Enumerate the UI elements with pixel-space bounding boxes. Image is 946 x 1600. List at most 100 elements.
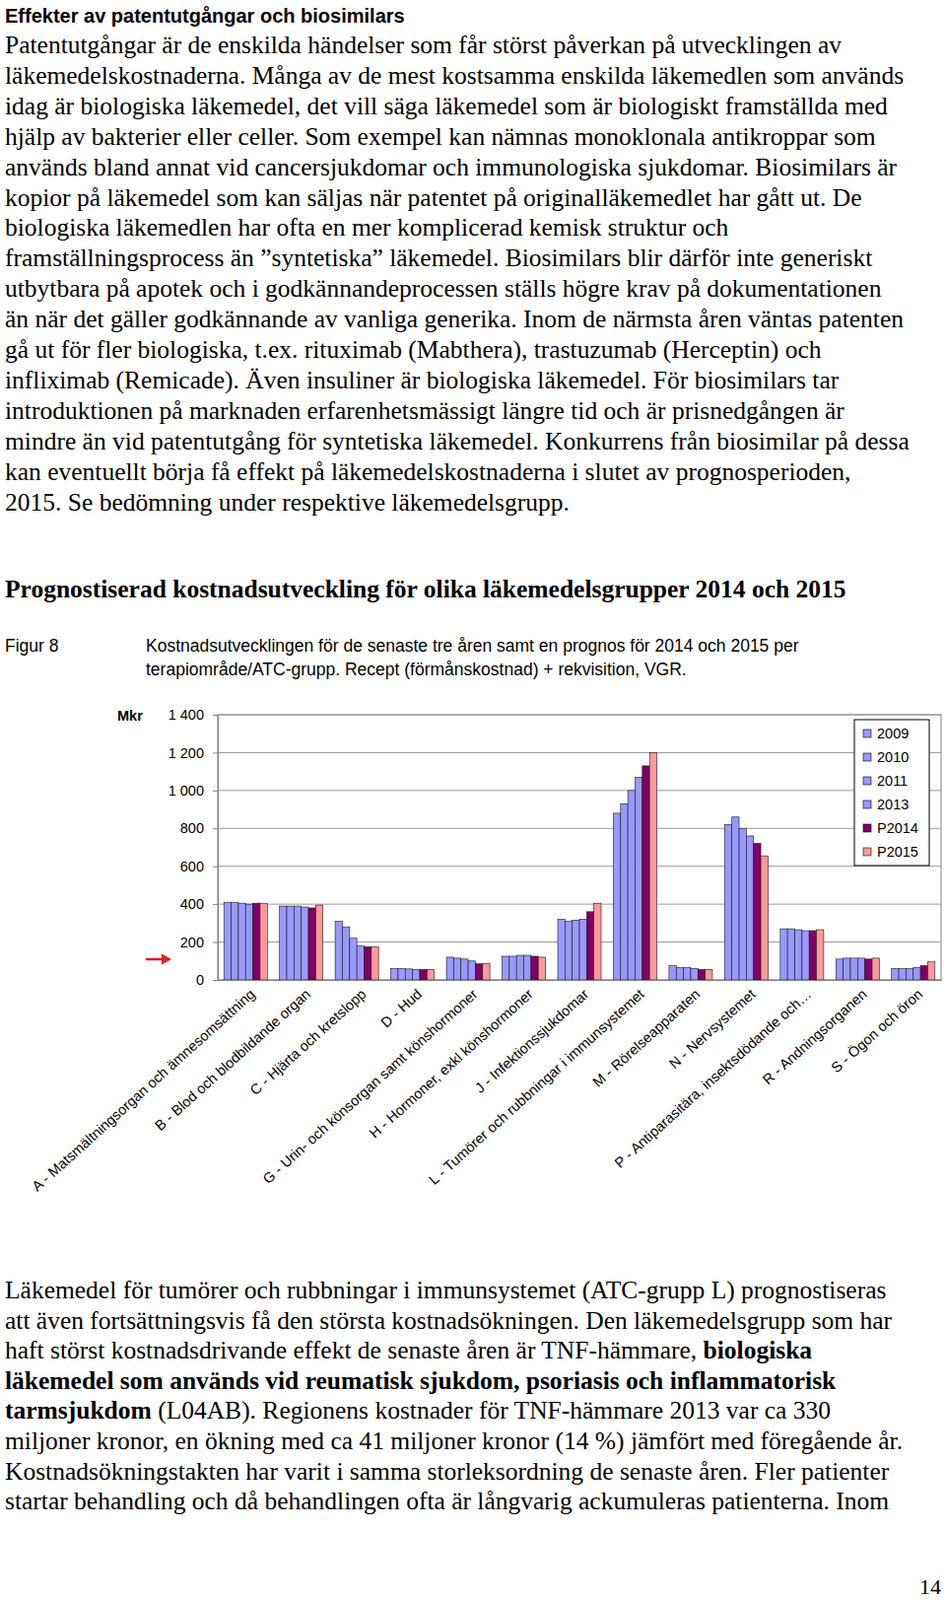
bar bbox=[468, 960, 475, 980]
text-line: miljoner kronor, en ökning med ca 41 mil… bbox=[4, 1425, 903, 1455]
bar bbox=[279, 905, 287, 980]
y-axis-title: Mkr bbox=[117, 707, 143, 724]
bar bbox=[732, 816, 740, 980]
text-line: Läkemedel för tumörer och rubbningar i i… bbox=[4, 1275, 886, 1304]
grid-line bbox=[217, 903, 942, 905]
bar bbox=[253, 902, 261, 980]
y-tick-mark bbox=[212, 790, 218, 792]
paragraph-line: mindre än vid patentutgång för syntetisk… bbox=[4, 426, 910, 456]
bar bbox=[446, 956, 454, 980]
x-tick: C - Hjärta och kretslopp bbox=[247, 985, 370, 1098]
bar bbox=[356, 945, 364, 980]
bar bbox=[835, 958, 843, 980]
bar bbox=[642, 765, 650, 980]
legend-swatch bbox=[863, 729, 872, 738]
bar bbox=[579, 919, 587, 980]
bar bbox=[363, 946, 371, 980]
bar bbox=[780, 928, 788, 980]
x-tick-label: D - Hud bbox=[377, 985, 425, 1030]
x-tick-label: P - Antiparasitära, insektsdödande och… bbox=[610, 985, 814, 1171]
bar bbox=[572, 919, 580, 980]
y-axis-line bbox=[217, 715, 219, 981]
paragraph-line: kan eventuellt börja få effekt på läkeme… bbox=[4, 457, 851, 486]
legend-label: 2010 bbox=[877, 748, 909, 765]
paragraph-line: gå ut för fler biologiska, t.ex. rituxim… bbox=[4, 335, 822, 364]
y-tick-label: 600 bbox=[180, 858, 204, 875]
y-tick-label: 400 bbox=[180, 895, 204, 912]
legend-label: 2009 bbox=[877, 725, 909, 742]
bar bbox=[865, 958, 873, 980]
legend-label: 2013 bbox=[877, 796, 909, 812]
bar bbox=[301, 906, 309, 980]
bar-series bbox=[253, 765, 929, 980]
text-run: Kostnadsökningstakten har varit i samma … bbox=[4, 1456, 890, 1486]
y-tick-label: 1 200 bbox=[168, 744, 204, 761]
paragraph-line: hjälp av bakterier eller celler. Som exe… bbox=[4, 122, 877, 151]
x-tick: M - Rörelseapparaten bbox=[589, 985, 703, 1090]
y-tick-mark bbox=[212, 866, 218, 868]
bar bbox=[816, 929, 824, 980]
section-title: Prognostiserad kostnadsutveckling för ol… bbox=[4, 574, 847, 604]
text-line: startar behandling och då behandlingen o… bbox=[4, 1486, 889, 1515]
y-tick-mark bbox=[212, 979, 218, 981]
bar bbox=[293, 905, 301, 980]
bar bbox=[634, 776, 642, 980]
x-tick-label: R - Andningsorganen bbox=[759, 985, 871, 1087]
y-tick-mark bbox=[212, 827, 218, 829]
grid-line bbox=[217, 751, 942, 753]
plot-frame bbox=[217, 714, 942, 980]
bar bbox=[753, 843, 761, 980]
legend-swatch bbox=[863, 823, 872, 832]
text-line: Kostnadsökningstakten har varit i samma … bbox=[4, 1456, 890, 1486]
grid-line bbox=[217, 865, 942, 867]
bar bbox=[705, 968, 713, 980]
y-tick-label: 800 bbox=[180, 819, 204, 836]
bar bbox=[857, 957, 865, 980]
x-tick-label: M - Rörelseapparaten bbox=[589, 985, 703, 1090]
paragraph-line: biologiska läkemedlen har ofta en mer ko… bbox=[4, 212, 730, 242]
y-tick: 1 400 bbox=[168, 706, 218, 723]
legend-swatch bbox=[863, 847, 872, 856]
bar bbox=[927, 961, 935, 980]
bar bbox=[898, 967, 906, 980]
text-run: miljoner kronor, en ökning med ca 41 mil… bbox=[4, 1425, 903, 1455]
text-line: haft störst kostnadsdrivande effekt de s… bbox=[4, 1335, 812, 1364]
x-axis-line bbox=[218, 979, 943, 981]
bar bbox=[850, 957, 858, 980]
x-tick: D - Hud bbox=[377, 985, 425, 1030]
bar bbox=[586, 911, 594, 980]
bar bbox=[341, 926, 349, 980]
text-run: att även fortsättningsvis få den största… bbox=[4, 1305, 893, 1335]
legend-item: 2009 bbox=[863, 725, 909, 742]
bar bbox=[649, 751, 657, 980]
paragraph-line: introduktionen på marknaden erfarenhetsm… bbox=[4, 396, 845, 425]
paragraph-line: framställningsprocess än ”syntetiska” lä… bbox=[4, 243, 873, 272]
bar bbox=[913, 967, 921, 980]
bar bbox=[238, 902, 246, 980]
bar bbox=[308, 907, 316, 980]
bar-series bbox=[238, 790, 914, 980]
arrow bbox=[145, 957, 164, 961]
bar bbox=[474, 963, 482, 980]
bar bbox=[482, 963, 490, 980]
legend-swatch bbox=[863, 800, 872, 809]
grid-line bbox=[217, 827, 942, 829]
x-tick: A - Matsmältningsorgan och ämnesomsättni… bbox=[28, 985, 258, 1194]
bar bbox=[426, 968, 434, 980]
page-number: 14 bbox=[919, 1573, 942, 1599]
bars bbox=[223, 751, 936, 980]
x-axis: A - Matsmältningsorgan och ämnesomsättni… bbox=[28, 980, 942, 1195]
paragraph-line: utbytbara på apotek och i godkännandepro… bbox=[4, 273, 882, 303]
grid bbox=[217, 714, 942, 980]
y-tick: 800 bbox=[180, 819, 218, 836]
legend-item: 2010 bbox=[863, 748, 909, 765]
y-tick: 1 200 bbox=[168, 744, 218, 761]
legend-item: 2013 bbox=[863, 796, 909, 812]
bar bbox=[315, 904, 323, 980]
text-run: Läkemedel för tumörer och rubbningar i i… bbox=[4, 1275, 886, 1304]
bar bbox=[697, 968, 705, 980]
x-tick: S - Ögon och öron bbox=[827, 984, 926, 1076]
y-tick: 400 bbox=[180, 895, 218, 912]
bar bbox=[809, 930, 816, 980]
x-tick-label: A - Matsmältningsorgan och ämnesomsättni… bbox=[28, 985, 258, 1194]
